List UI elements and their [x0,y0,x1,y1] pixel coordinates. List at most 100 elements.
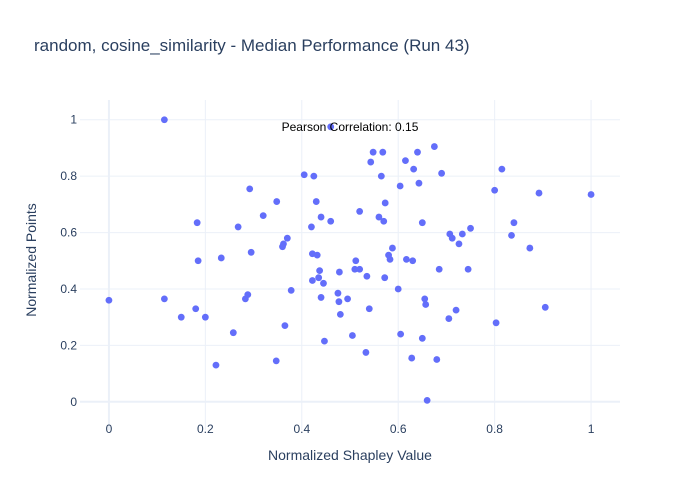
data-point[interactable] [379,148,387,156]
data-point[interactable] [363,272,371,280]
data-point[interactable] [369,148,377,156]
data-point[interactable] [349,332,356,339]
data-point[interactable] [315,274,323,282]
data-point[interactable] [394,285,402,293]
data-point[interactable] [193,219,201,227]
data-point[interactable] [396,182,404,190]
data-point[interactable] [356,265,364,273]
data-point[interactable] [272,357,280,365]
data-point[interactable] [535,189,543,197]
data-point[interactable] [246,185,254,193]
data-point[interactable] [320,279,327,287]
data-point[interactable] [510,219,518,227]
data-point[interactable] [310,172,318,180]
x-tick-label: 0.6 [390,422,407,436]
data-point[interactable] [508,231,515,239]
data-point[interactable] [362,349,370,356]
data-point[interactable] [160,116,168,124]
data-point[interactable] [438,169,446,177]
data-point[interactable] [445,315,453,322]
x-tick-label: 0.8 [486,422,503,436]
data-point[interactable] [259,212,267,220]
data-point[interactable] [287,286,295,294]
data-point[interactable] [273,198,281,205]
data-point[interactable] [194,257,202,265]
data-point[interactable] [422,301,430,308]
data-point[interactable] [177,313,185,321]
data-point[interactable] [452,306,460,314]
data-point[interactable] [418,219,426,227]
data-point[interactable] [414,148,421,156]
data-point[interactable] [308,277,316,284]
data-point[interactable] [418,334,426,342]
data-point[interactable] [386,255,394,263]
data-point[interactable] [464,265,472,273]
data-point[interactable] [367,158,375,166]
data-point[interactable] [316,267,324,275]
data-point[interactable] [217,254,225,262]
data-point[interactable] [317,213,325,221]
data-point[interactable] [587,191,595,198]
data-point[interactable] [327,123,335,131]
data-point[interactable] [280,240,287,248]
data-point[interactable] [409,257,417,265]
data-point[interactable] [541,303,549,311]
data-point[interactable] [526,244,534,252]
data-point[interactable] [377,172,385,180]
data-point[interactable] [448,234,456,242]
data-point[interactable] [283,234,291,242]
data-point[interactable] [335,268,343,276]
data-point[interactable] [312,198,320,205]
data-point[interactable] [491,186,499,194]
data-point[interactable] [344,295,351,303]
data-point[interactable] [201,313,209,321]
data-point[interactable] [308,223,315,231]
data-point[interactable] [421,295,429,303]
x-tick-label: 0 [106,422,113,436]
data-point[interactable] [380,217,388,225]
data-point[interactable] [300,171,308,179]
data-point[interactable] [433,356,441,363]
data-point[interactable] [281,322,289,330]
data-point[interactable] [403,255,410,263]
data-point[interactable] [423,396,431,404]
data-point[interactable] [313,251,321,259]
data-point[interactable] [389,244,396,252]
data-point[interactable] [356,208,364,215]
data-point[interactable] [375,213,383,221]
data-point[interactable] [334,289,342,297]
data-point[interactable] [105,296,113,304]
data-point[interactable] [321,337,328,345]
data-point[interactable] [192,305,200,313]
data-point[interactable] [408,354,416,362]
data-point[interactable] [410,165,418,173]
data-point[interactable] [492,319,500,327]
data-point[interactable] [229,329,237,337]
data-point[interactable] [381,199,389,207]
data-point[interactable] [352,257,360,265]
data-point[interactable] [317,294,325,301]
data-point[interactable] [327,217,335,225]
data-point[interactable] [397,330,405,338]
data-point[interactable] [415,179,423,187]
data-point[interactable] [467,224,474,232]
data-point[interactable] [247,248,255,256]
data-point[interactable] [160,295,168,303]
data-point[interactable] [336,310,344,318]
y-tick-label: 0.6 [60,226,77,240]
data-point[interactable] [455,240,463,248]
data-point[interactable] [381,274,389,282]
data-point[interactable] [458,230,466,238]
data-point[interactable] [212,361,220,369]
data-point[interactable] [498,165,506,173]
x-tick-label: 1 [588,422,595,436]
data-point[interactable] [430,143,438,150]
data-point[interactable] [351,265,359,273]
data-point[interactable] [234,223,242,231]
data-point[interactable] [435,265,443,273]
data-point[interactable] [365,305,373,313]
data-point[interactable] [402,157,409,165]
data-point[interactable] [244,291,252,299]
data-point[interactable] [335,298,343,306]
